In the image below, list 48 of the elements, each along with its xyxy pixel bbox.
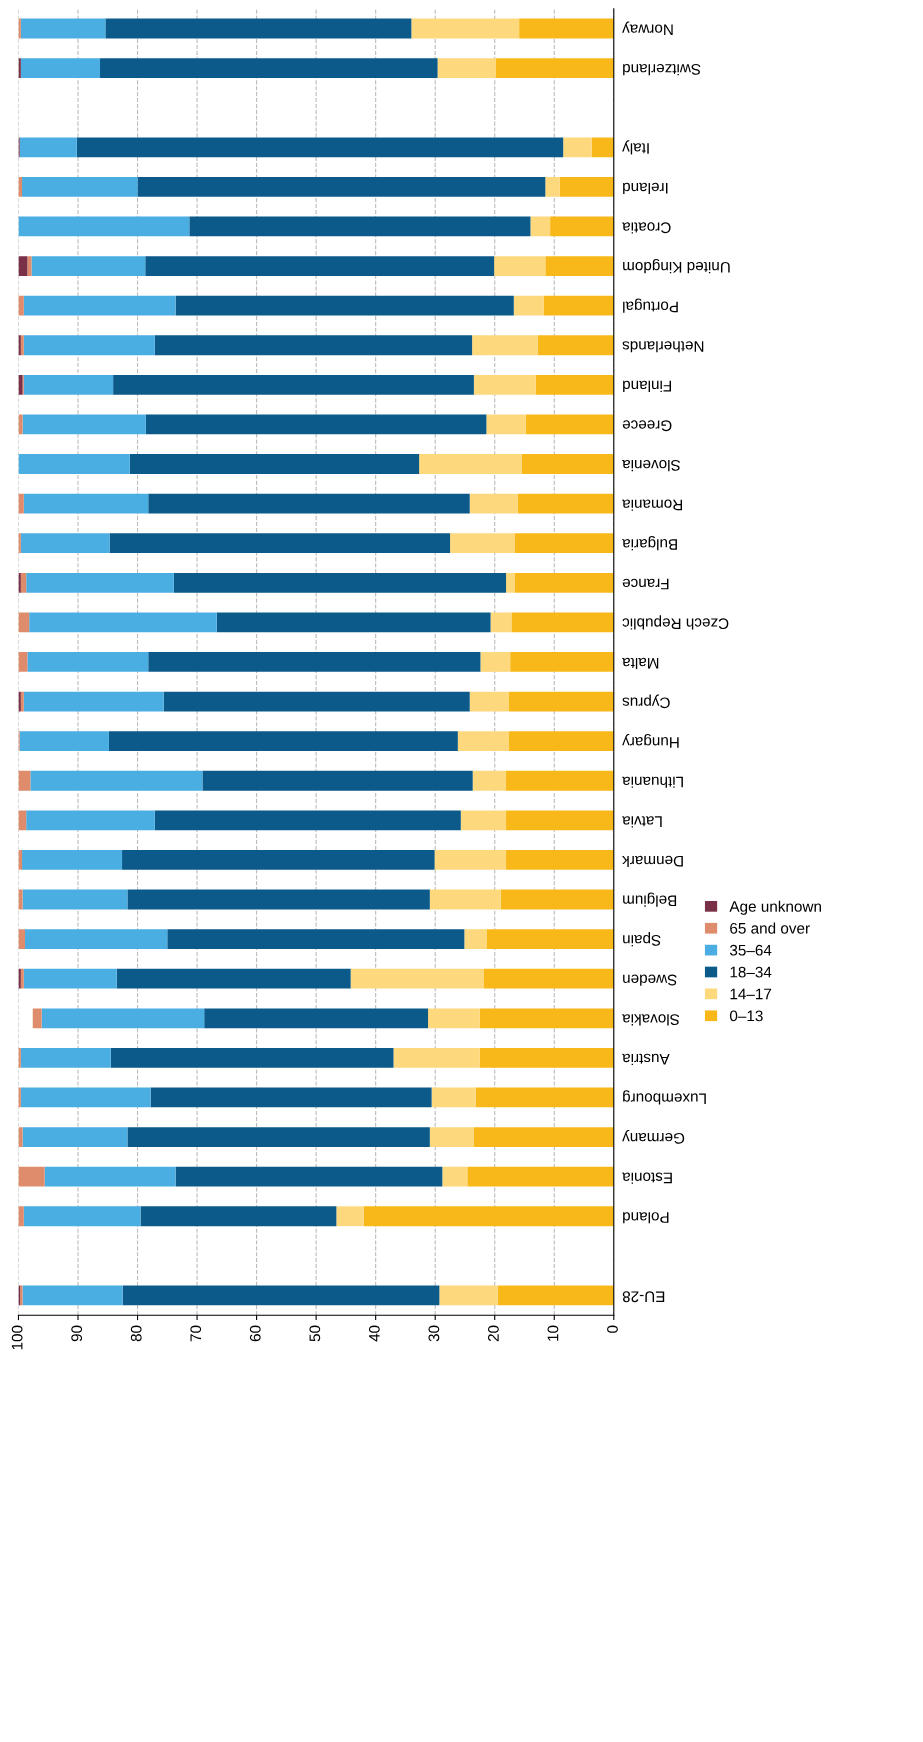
x-tick-label: 40 bbox=[368, 1325, 380, 1342]
x-tick-label: 30 bbox=[428, 1325, 440, 1342]
y-tick-label: Netherlands bbox=[622, 341, 704, 353]
x-tick-label: 50 bbox=[309, 1325, 321, 1342]
y-tick-label: Romania bbox=[622, 499, 683, 511]
y-tick-label: Sweden bbox=[623, 974, 677, 986]
y-tick-label: Belgium bbox=[623, 892, 677, 907]
y-tick-label: Lithuania bbox=[622, 776, 683, 788]
y-tick-label: Slovakia bbox=[622, 1014, 680, 1026]
x-tick-label: 70 bbox=[190, 1325, 202, 1342]
y-tick-label: Estonia bbox=[622, 1172, 672, 1184]
y-tick-label: Malta bbox=[622, 657, 659, 670]
y-tick-label: Finland bbox=[623, 380, 671, 392]
y-tick-label: Greece bbox=[622, 420, 672, 432]
x-tick-label: 60 bbox=[249, 1325, 261, 1342]
y-tick-label: Switzerland bbox=[623, 64, 701, 76]
legend-label: 18–34 bbox=[730, 966, 772, 978]
y-tick-label: Slovenia bbox=[622, 459, 681, 472]
y-tick-label: United Kingdom bbox=[623, 258, 730, 274]
y-tick-label: Luxembourg bbox=[623, 1090, 706, 1105]
y-tick-label: Croatia bbox=[622, 222, 671, 234]
legend-label: 65 and over bbox=[730, 922, 810, 934]
y-tick-label: Poland bbox=[623, 1212, 669, 1224]
y-tick-label: Czech Republic bbox=[622, 615, 729, 630]
y-tick-label: France bbox=[622, 578, 669, 590]
y-tick-label: Austria bbox=[622, 1053, 670, 1065]
y-tick-label: Bulgaria bbox=[622, 536, 677, 551]
y-tick-label: Latvia bbox=[622, 816, 662, 828]
x-tick-label: 10 bbox=[547, 1325, 559, 1341]
legend-label: Age unknown bbox=[729, 900, 821, 915]
x-tick-label: 80 bbox=[130, 1325, 142, 1342]
y-tick-label: Norway bbox=[622, 21, 673, 36]
y-tick-label: Germany bbox=[622, 1129, 685, 1144]
legend-label: 14–17 bbox=[730, 988, 772, 1000]
x-tick-label: 100 bbox=[11, 1325, 23, 1350]
legend-label: 35–64 bbox=[729, 944, 772, 956]
x-tick-label: 90 bbox=[71, 1325, 83, 1342]
x-tick-label: 0 bbox=[607, 1325, 618, 1333]
y-tick-label: EU-28 bbox=[622, 1291, 665, 1303]
y-tick-label: Cyprus bbox=[622, 694, 670, 709]
y-tick-label: Ireland bbox=[623, 182, 668, 194]
legend-label: 0–13 bbox=[729, 1010, 763, 1022]
y-tick-label: Portugal bbox=[623, 298, 678, 313]
y-tick-label: Italy bbox=[622, 140, 649, 155]
x-tick-label: 20 bbox=[488, 1325, 499, 1342]
y-tick-label: Denmark bbox=[622, 855, 683, 868]
y-tick-label: Spain bbox=[623, 931, 661, 947]
y-tick-label: Hungary bbox=[622, 734, 679, 748]
